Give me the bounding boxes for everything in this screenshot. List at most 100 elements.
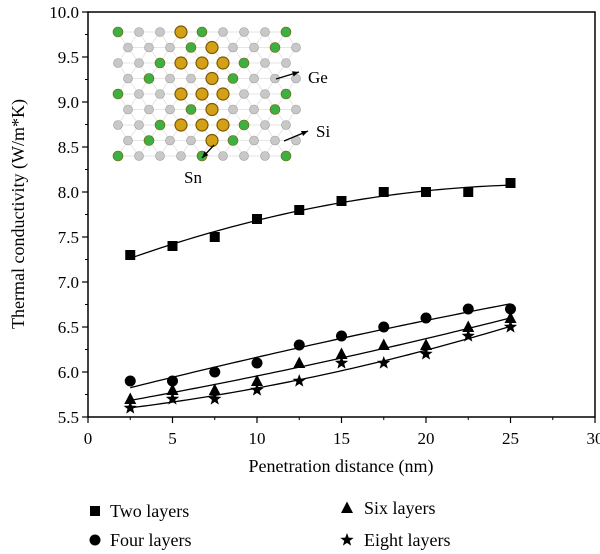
inset-atom-ge — [227, 73, 239, 84]
inset-atom-si — [291, 42, 301, 53]
inset-atom-si — [260, 58, 270, 68]
data-point-eight-layers — [461, 329, 475, 342]
inset-atom-ge — [112, 88, 124, 100]
data-point-two-layers — [252, 214, 262, 224]
inset-atom-si — [134, 120, 144, 130]
legend-marker-two-layers — [90, 506, 100, 516]
inset-atom-si — [260, 89, 270, 99]
inset-atom-sn — [195, 87, 209, 101]
data-point-six-layers — [462, 320, 475, 332]
fit-line-two-layers — [130, 184, 511, 259]
inset-atom-ge — [269, 104, 281, 115]
y-axis-ticks: 5.5 6.0 6.5 7.0 7.5 8.0 8.5 9.0 9.5 10.0 — [49, 3, 88, 427]
y-tick-label: 7.0 — [58, 273, 79, 292]
inset-atom-si — [134, 89, 144, 99]
fit-line-six-layers — [130, 317, 511, 402]
data-point-two-layers — [378, 187, 389, 197]
data-point-four-layers — [505, 303, 516, 315]
inset-atom-sn — [205, 71, 219, 86]
data-point-eight-layers — [250, 383, 264, 396]
x-axis-ticks: 0 5 10 15 20 25 30 — [84, 417, 600, 448]
inset-atom-ge — [238, 57, 250, 69]
inset-atom-si — [165, 135, 175, 146]
data-point-two-layers — [336, 196, 347, 206]
inset-atom-si — [270, 135, 280, 146]
inset-atom-ge — [238, 119, 250, 131]
legend-label-eight-layers: Eight layers — [364, 530, 450, 550]
inset-atom-ge — [280, 26, 292, 38]
inset-atom-ge — [154, 57, 166, 69]
inset-atom-si — [218, 27, 228, 37]
y-axis-title: Thermal conductivity (W/m*K) — [8, 99, 29, 329]
y-tick-label: 10.0 — [49, 3, 79, 22]
inset-atom-sn — [216, 56, 230, 70]
inset-atom-ge — [269, 42, 281, 53]
x-tick-label: 10 — [249, 429, 266, 448]
inset-atom-si — [260, 120, 270, 130]
inset-atom-si — [291, 104, 301, 115]
x-tick-label: 30 — [587, 429, 600, 448]
data-point-two-layers — [209, 232, 220, 242]
inset-atom-sn — [205, 133, 219, 148]
x-axis-title: Penetration distance (nm) — [249, 456, 434, 477]
data-point-eight-layers — [334, 356, 349, 369]
data-point-six-layers — [420, 338, 432, 350]
inset-atom-si — [186, 73, 196, 84]
inset-atom-sn — [174, 25, 188, 39]
y-tick-label: 8.0 — [58, 183, 79, 202]
legend-marker-eight-layers — [340, 533, 354, 546]
data-point-six-layers — [504, 311, 517, 323]
inset-atom-sn — [195, 56, 209, 70]
fit-line-four-layers — [130, 303, 511, 389]
inset-atom-si — [249, 73, 259, 84]
legend-marker-four-layers — [89, 534, 101, 546]
data-point-eight-layers — [377, 356, 391, 369]
inset-atom-si — [249, 104, 259, 115]
x-tick-label: 5 — [168, 429, 177, 448]
fit-curves — [130, 184, 511, 409]
inset-atom-si — [134, 151, 144, 161]
data-point-two-layers — [294, 205, 305, 215]
legend: Two layers Four layers Six layers Eight … — [89, 498, 450, 550]
legend-label-four-layers: Four layers — [110, 530, 191, 550]
y-tick-label: 6.5 — [58, 318, 79, 337]
inset-atom-si — [155, 27, 165, 37]
inset-atom-si — [155, 89, 165, 99]
y-tick-label: 9.0 — [58, 93, 79, 112]
inset-atom-ge — [280, 88, 292, 100]
data-point-four-layers — [293, 339, 305, 351]
atomic-structure-inset — [112, 25, 309, 162]
y-tick-label: 6.0 — [58, 363, 79, 382]
data-point-eight-layers — [123, 401, 137, 414]
inset-arrow-ge-head — [292, 71, 299, 77]
y-tick-label: 8.5 — [58, 138, 79, 157]
inset-atom-sn — [216, 118, 230, 132]
data-point-six-layers — [293, 356, 306, 368]
inset-atom-si — [291, 73, 301, 84]
legend-marker-six-layers — [341, 501, 353, 513]
inset-atom-si — [228, 42, 238, 53]
data-point-six-layers — [166, 383, 179, 395]
data-point-four-layers — [336, 330, 347, 342]
inset-atom-ge — [143, 135, 155, 146]
data-point-eight-layers — [419, 347, 433, 360]
inset-atom-si — [249, 135, 259, 146]
inset-arrow-si-head — [301, 130, 308, 136]
inset-atom-si — [144, 42, 154, 53]
inset-atom-sn — [216, 87, 230, 101]
inset-label-sn: Sn — [184, 168, 202, 187]
inset-atom-sn — [174, 118, 188, 132]
data-point-four-layers — [124, 375, 136, 387]
inset-atom-si — [281, 120, 291, 130]
inset-atom-si — [123, 42, 133, 53]
data-point-eight-layers — [208, 392, 222, 405]
data-point-four-layers — [462, 303, 474, 315]
inset-atom-si — [228, 104, 238, 115]
inset-atom-ge — [143, 73, 155, 84]
inset-atom-si — [134, 58, 144, 68]
inset-atom-ge — [112, 26, 124, 38]
inset-arrow-sn-head — [202, 151, 209, 158]
data-point-four-layers — [420, 312, 432, 324]
inset-atom-si — [144, 104, 154, 115]
